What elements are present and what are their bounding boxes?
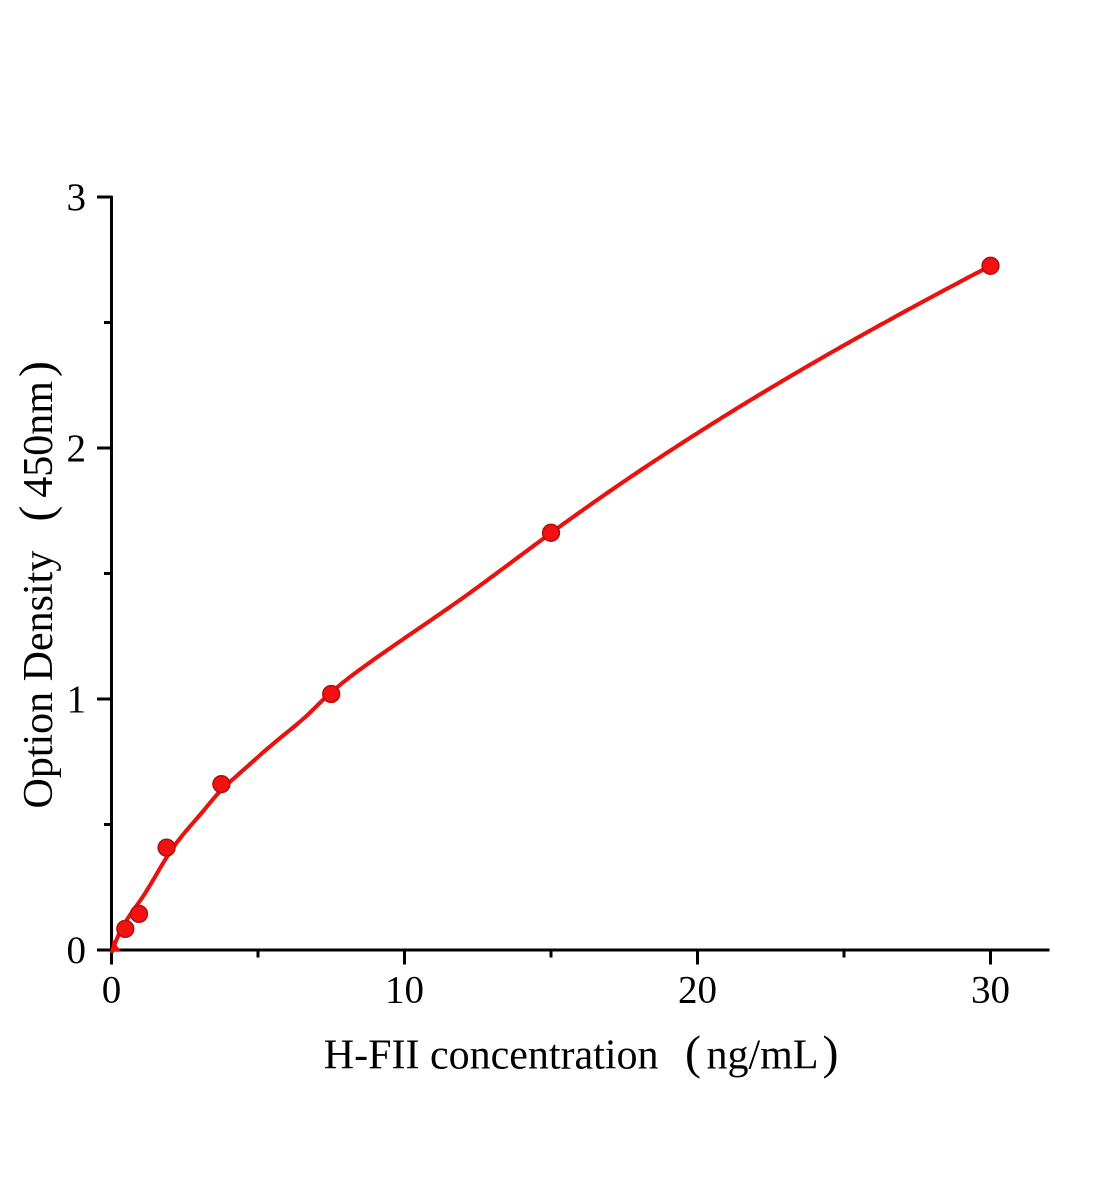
svg-text:0: 0 xyxy=(67,929,87,972)
svg-text:Option Density(450nm): Option Density(450nm) xyxy=(10,361,63,808)
svg-text:20: 20 xyxy=(678,969,717,1012)
svg-text:H-FII concentration(ng/mL): H-FII concentration(ng/mL) xyxy=(324,1027,839,1080)
svg-text:3: 3 xyxy=(67,176,87,219)
svg-text:10: 10 xyxy=(385,969,424,1012)
svg-text:30: 30 xyxy=(971,969,1010,1012)
svg-text:2: 2 xyxy=(67,427,87,470)
svg-text:0: 0 xyxy=(102,969,122,1012)
svg-text:1: 1 xyxy=(67,678,87,721)
